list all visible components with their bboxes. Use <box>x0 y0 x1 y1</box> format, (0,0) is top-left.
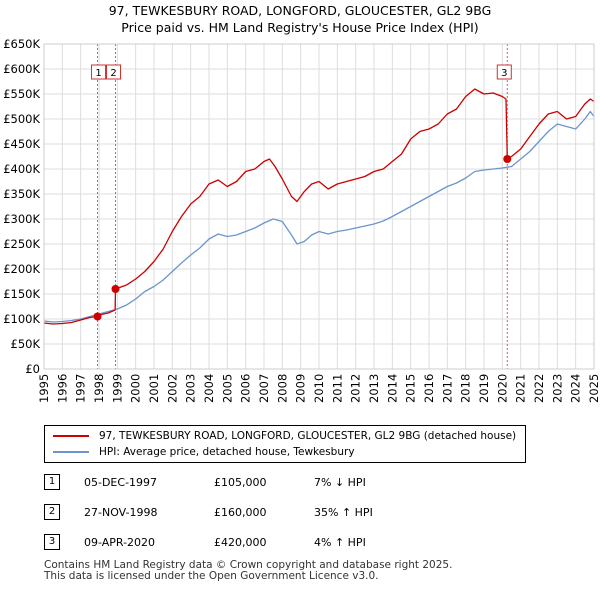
sale-point <box>93 312 102 321</box>
sale-marker-box <box>496 64 512 80</box>
sale-marker-lines <box>97 44 508 369</box>
property-series-line <box>43 88 595 325</box>
y-tick-label: £0 <box>25 362 40 376</box>
sale-number-badge: 2 <box>44 504 60 520</box>
x-tick-label: 1995 <box>37 374 51 403</box>
series-group <box>43 88 595 325</box>
legend-label-hpi: HPI: Average price, detached house, Tewk… <box>99 446 355 458</box>
sale-date: 05-DEC-1997 <box>84 476 158 489</box>
sale-hpi-diff: 35% ↑ HPI <box>314 506 373 519</box>
y-tick-label: £200K <box>3 262 40 276</box>
chart-legend: 97, TEWKESBURY ROAD, LONGFORD, GLOUCESTE… <box>44 425 526 463</box>
y-tick-label: £300K <box>3 212 40 226</box>
sale-price: £105,000 <box>214 476 267 489</box>
x-tick-label: 2022 <box>532 374 546 403</box>
x-tick-label: 2004 <box>202 374 216 403</box>
sale-row: 1 05-DEC-1997 £105,000 7% ↓ HPI <box>44 474 584 492</box>
plot-border <box>43 43 595 370</box>
y-tick-label: £400K <box>3 162 40 176</box>
x-tick-label: 2015 <box>404 374 418 403</box>
y-tick-label: £650K <box>3 37 40 51</box>
y-tick-label: £250K <box>3 237 40 251</box>
legend-swatch-property <box>53 435 89 437</box>
x-tick-label: 2008 <box>275 374 289 403</box>
x-tick-label: 2006 <box>239 374 253 403</box>
x-tick-label: 1998 <box>92 374 106 403</box>
axes: £0 £50K £100K £150K £200K £250K £300K £350K £400… <box>3 37 600 403</box>
x-tick-label: 2002 <box>165 374 179 403</box>
chart-title-address: 97, TEWKESBURY ROAD, LONGFORD, GLOUCESTE… <box>108 3 492 18</box>
y-tick-label: £150K <box>3 287 40 301</box>
footer-line-2: This data is licensed under the Open Gov… <box>44 570 379 582</box>
chart-subtitle: Price paid vs. HM Land Registry's House … <box>121 20 479 35</box>
x-tick-label: 2024 <box>569 374 583 403</box>
sale-row: 3 09-APR-2020 £420,000 4% ↑ HPI <box>44 534 584 552</box>
y-tick-label: £600K <box>3 62 40 76</box>
legend-swatch-hpi <box>53 451 89 453</box>
sale-point <box>111 285 120 293</box>
hpi-series-line <box>43 110 595 323</box>
x-tick-label: 2005 <box>220 374 234 403</box>
sale-row: 2 27-NOV-1998 £160,000 35% ↑ HPI <box>44 504 584 522</box>
sale-number-badge: 3 <box>44 534 60 550</box>
sale-marker-box <box>106 64 121 80</box>
y-tick-label: £550K <box>3 87 40 101</box>
footer-attribution: Contains HM Land Registry data © Crown c… <box>44 560 452 582</box>
legend-item-hpi: HPI: Average price, detached house, Tewk… <box>53 444 355 460</box>
sale-hpi-diff: 7% ↓ HPI <box>314 476 366 489</box>
legend-label-property: 97, TEWKESBURY ROAD, LONGFORD, GLOUCESTE… <box>99 430 517 442</box>
x-tick-label: 2016 <box>422 374 436 403</box>
sale-hpi-diff: 4% ↑ HPI <box>314 536 366 549</box>
x-tick-label: 2000 <box>129 374 143 403</box>
y-tick-label: £450K <box>3 137 40 151</box>
sale-price: £420,000 <box>214 536 267 549</box>
x-tick-label: 2020 <box>495 374 509 403</box>
x-tick-label: 2011 <box>330 374 344 403</box>
sale-number-badge: 1 <box>44 474 60 490</box>
y-tick-label: £100K <box>3 312 40 326</box>
x-tick-label: 2013 <box>367 374 381 403</box>
x-tick-label: 2025 <box>587 374 600 403</box>
y-tick-label: £350K <box>3 187 40 201</box>
x-tick-label: 2010 <box>312 374 326 403</box>
sale-marker-box <box>91 64 107 80</box>
grid-lines <box>43 43 595 370</box>
x-tick-label: 2017 <box>440 374 454 403</box>
x-tick-label: 2012 <box>349 374 363 403</box>
x-tick-label: 1996 <box>55 374 69 403</box>
x-tick-label: 2021 <box>514 374 528 403</box>
x-tick-label: 2018 <box>459 374 473 403</box>
sale-date: 27-NOV-1998 <box>84 506 158 519</box>
x-tick-label: 2007 <box>257 374 271 403</box>
sale-marker-label: 2 <box>110 68 116 79</box>
x-tick-label: 2019 <box>477 374 491 403</box>
sale-point <box>503 155 512 163</box>
x-tick-label: 1999 <box>110 374 124 403</box>
y-tick-label: £500K <box>3 112 40 126</box>
legend-item-property: 97, TEWKESBURY ROAD, LONGFORD, GLOUCESTE… <box>53 428 516 444</box>
x-tick-label: 2023 <box>550 374 564 403</box>
x-tick-label: 2003 <box>184 374 198 403</box>
x-tick-label: 2001 <box>147 374 161 403</box>
sale-marker-label: 3 <box>501 68 507 79</box>
y-tick-label: £50K <box>11 337 41 351</box>
sale-price: £160,000 <box>214 506 267 519</box>
x-tick-label: 2014 <box>385 374 399 403</box>
footer-line-1: Contains HM Land Registry data © Crown c… <box>44 559 453 571</box>
sale-date: 09-APR-2020 <box>84 536 156 549</box>
x-tick-label: 1997 <box>74 374 88 403</box>
x-tick-label: 2009 <box>294 374 308 403</box>
sale-marker-label: 1 <box>95 68 101 79</box>
